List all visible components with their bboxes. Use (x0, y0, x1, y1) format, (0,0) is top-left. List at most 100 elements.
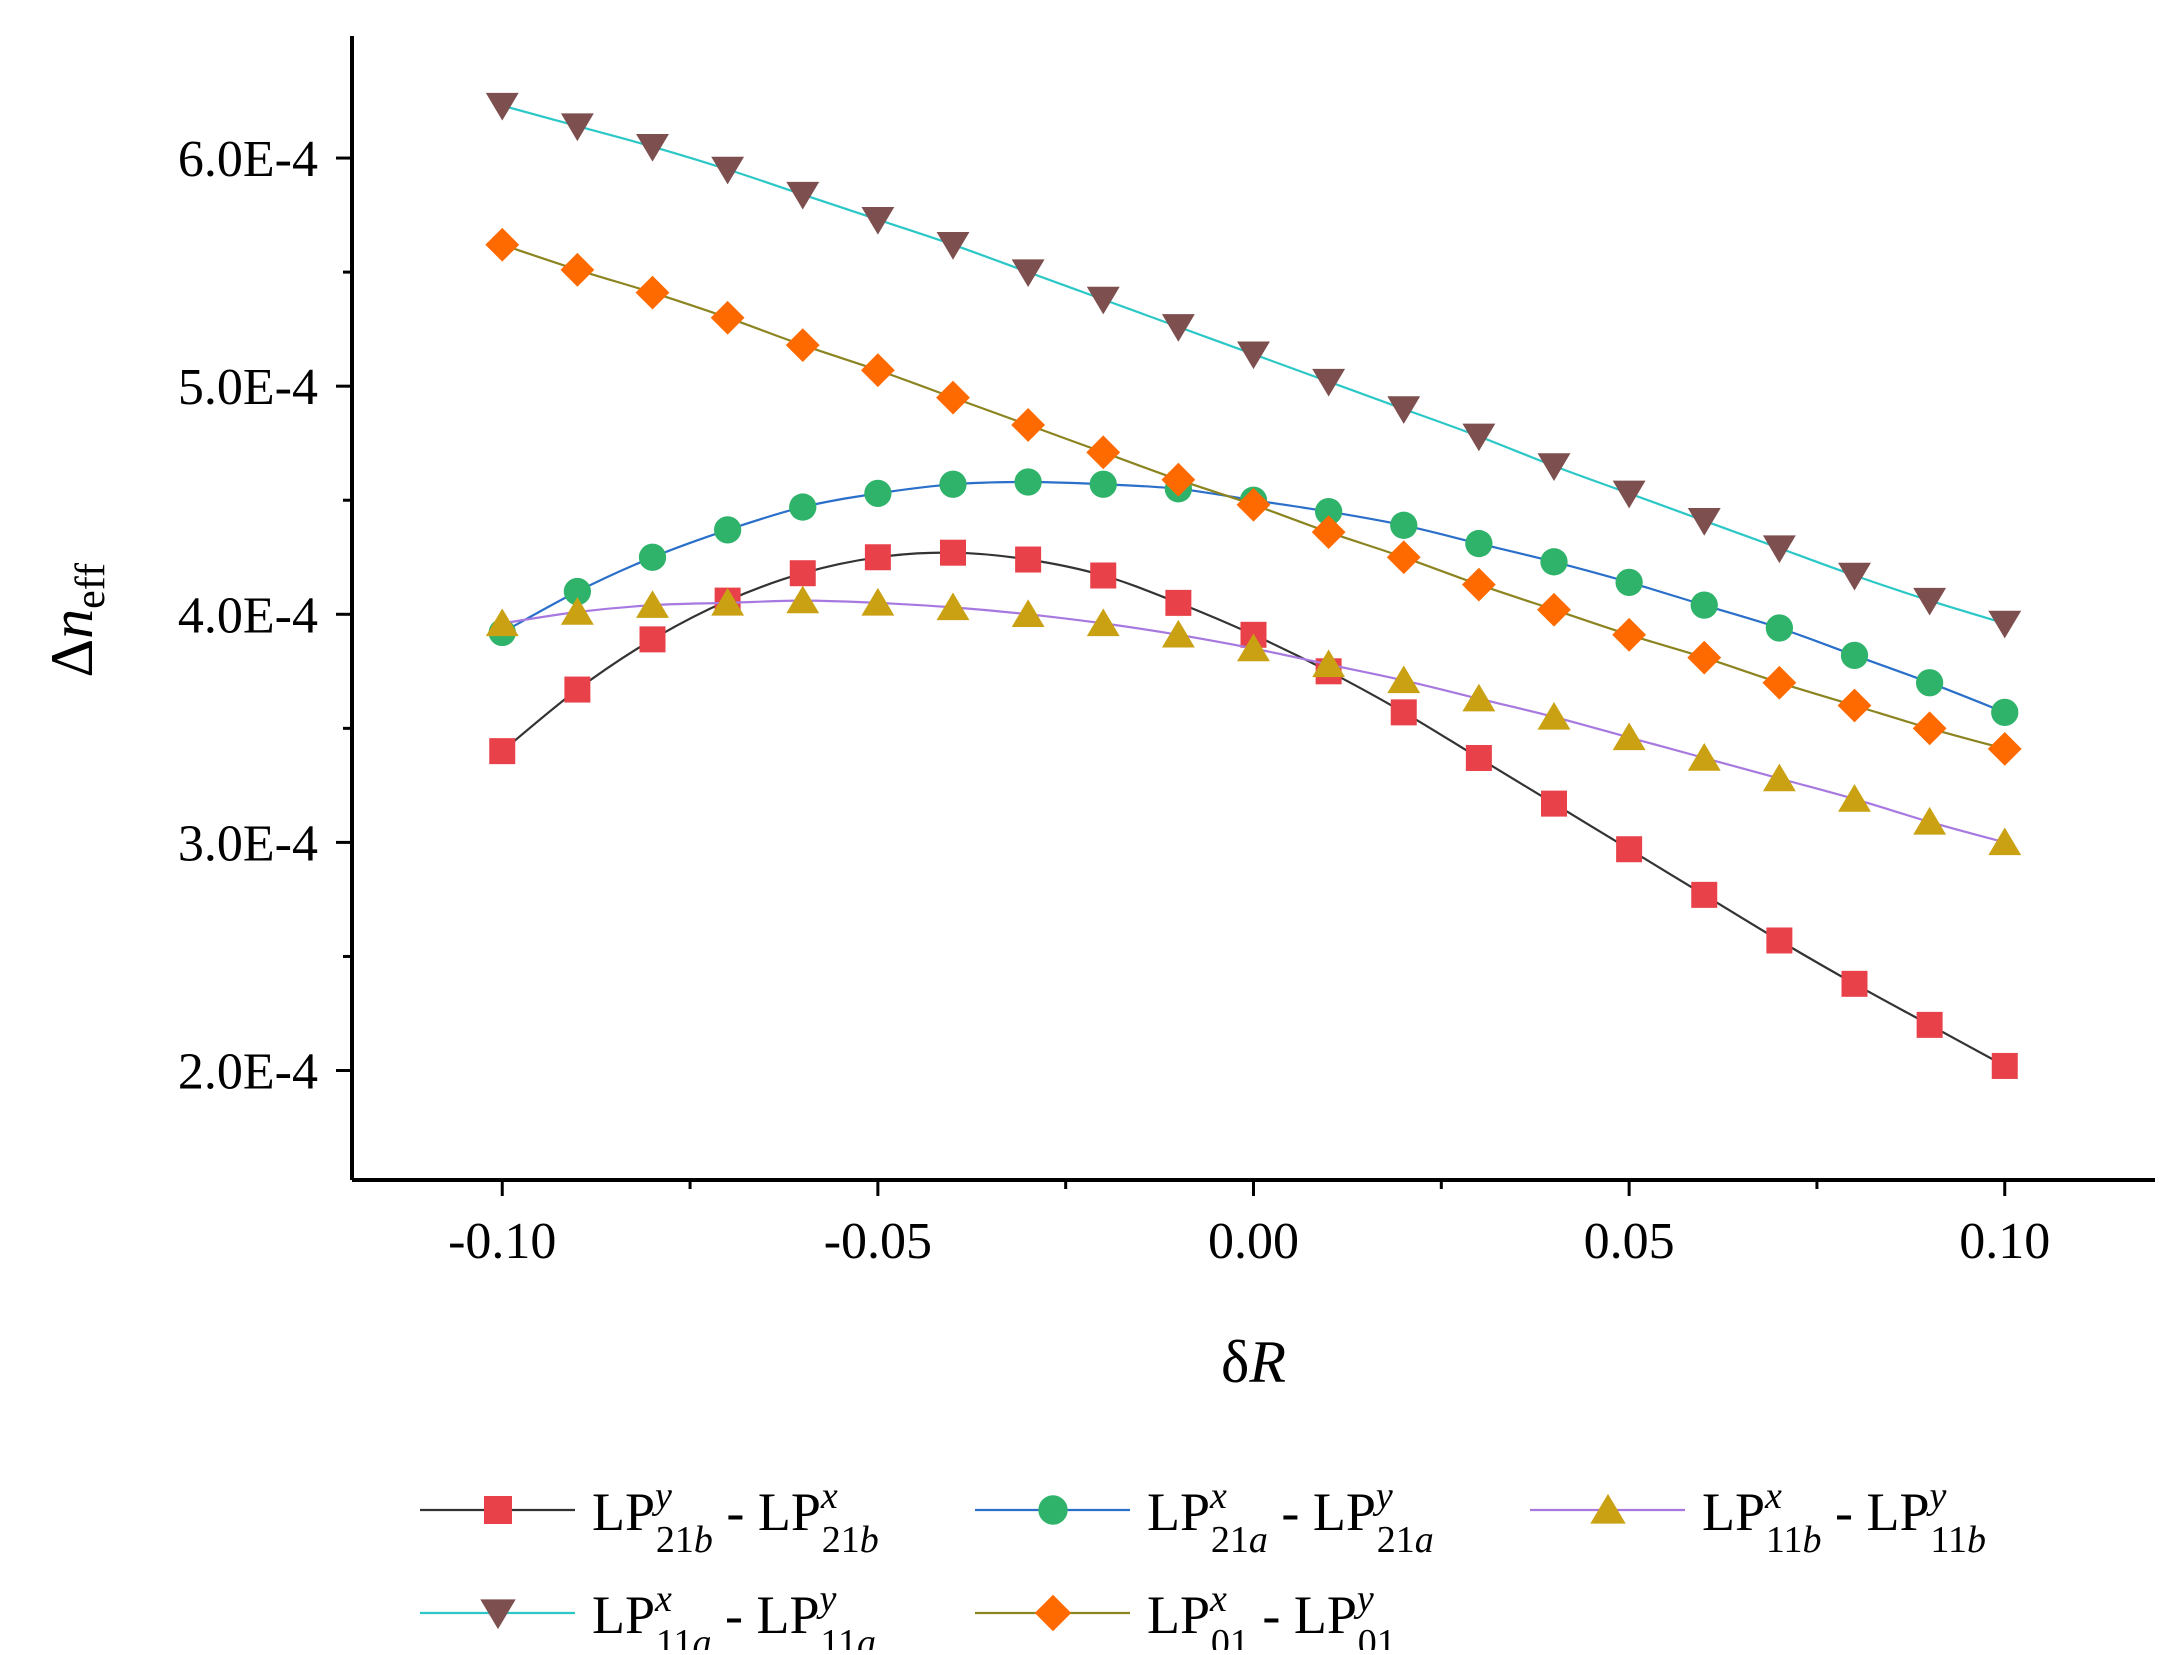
data-point (1465, 744, 1492, 771)
legend-sub-b-letter: b (1967, 1519, 1986, 1561)
series-4 (485, 227, 2022, 766)
data-point (1161, 314, 1195, 342)
data-point (1086, 286, 1120, 315)
y-axis-title-sub: eff (68, 563, 114, 609)
plot-series (485, 92, 2022, 1079)
legend-minus: - (1822, 1482, 1867, 1542)
data-point (936, 232, 970, 260)
data-point (1541, 790, 1567, 817)
data-point (1540, 548, 1568, 576)
data-point (789, 560, 816, 587)
legend-label: LPx 21a - LPy 21a (1147, 1475, 1434, 1561)
data-point (1537, 453, 1571, 481)
data-point (1762, 535, 1796, 564)
data-point (1612, 722, 1646, 751)
data-point (1089, 470, 1117, 498)
legend-marker (1034, 1594, 1072, 1632)
legend-sub-a-letter: b (694, 1519, 713, 1561)
data-point (1841, 970, 1868, 997)
legend-sup-a: y (651, 1475, 672, 1517)
legend-mode-b: LP (1866, 1482, 1929, 1542)
y-axis-title: Δneff (39, 563, 114, 677)
data-point (864, 544, 891, 571)
data-point (485, 608, 519, 637)
data-point (1311, 515, 1346, 550)
x-axis-title-delta: δ (1221, 1329, 1249, 1395)
data-point (1161, 462, 1196, 497)
series-3 (485, 92, 2022, 639)
legend-sub-b-letter: b (860, 1519, 879, 1561)
y-tick-label: 6.0E-4 (178, 131, 318, 188)
legend: LPy 21b - LPx 21b LPx 21a - LPy 21a LPx 11b - L… (420, 1475, 1986, 1655)
data-point (1838, 562, 1871, 591)
legend-sub-a-num: 11 (1766, 1519, 1803, 1561)
data-point (1912, 711, 1947, 746)
legend-sup-b: y (1926, 1475, 1947, 1517)
legend-sub-b-num: 11 (1930, 1519, 1967, 1561)
legend-minus: - (1249, 1585, 1294, 1645)
x-tick-label: 0.00 (1208, 1213, 1299, 1270)
data-point (1687, 743, 1721, 771)
y-tick-label: 5.0E-4 (178, 359, 318, 416)
data-point (1461, 567, 1496, 602)
data-point (1537, 592, 1571, 627)
data-point (1390, 699, 1417, 726)
data-point (639, 626, 666, 653)
data-point (1991, 1052, 2018, 1079)
data-point (1015, 546, 1042, 573)
data-point (1687, 508, 1721, 536)
legend-item-0: LPy 21b - LPx 21b (420, 1475, 879, 1561)
data-point (1537, 701, 1571, 730)
legend-item-3: LPx 11a - LPy 11a (420, 1578, 876, 1655)
legend-sup-b: x (820, 1475, 838, 1517)
data-point (485, 92, 519, 121)
data-point (1237, 633, 1270, 662)
data-point (635, 275, 670, 310)
series-2 (485, 585, 2022, 856)
legend-sup-a: x (654, 1578, 672, 1620)
legend-item-2: LPx 11b - LPy 11b (1530, 1475, 1986, 1561)
data-point (1387, 396, 1421, 424)
legend-sub-b-num: 21 (1377, 1519, 1415, 1561)
data-point (1390, 511, 1418, 539)
data-point (1837, 688, 1872, 723)
legend-marker (480, 1599, 516, 1630)
data-point (1086, 435, 1121, 470)
legend-minus: - (713, 1482, 758, 1542)
x-tick-label: -0.05 (824, 1213, 932, 1270)
data-point (1690, 591, 1718, 619)
data-point (1462, 683, 1496, 712)
legend-sub-b-letter: a (857, 1622, 876, 1650)
legend-sup-b: y (1372, 1475, 1393, 1517)
data-point (1913, 587, 1947, 616)
legend-sup-b: y (816, 1578, 837, 1620)
legend-item-1: LPx 21a - LPy 21a (975, 1475, 1434, 1561)
y-tick-label: 4.0E-4 (178, 587, 318, 644)
data-point (711, 587, 745, 616)
legend-label: LPx 11b - LPy 11b (1702, 1475, 1986, 1561)
data-point (1913, 806, 1947, 835)
x-axis-title: δR (1221, 1329, 1286, 1395)
legend-mode-b: LP (756, 1585, 819, 1645)
data-point (564, 676, 591, 703)
data-point (1312, 649, 1346, 678)
data-point (786, 181, 820, 210)
data-point (789, 493, 817, 521)
data-point (1386, 540, 1421, 575)
data-point (1014, 468, 1042, 496)
legend-mode-a: LP (1147, 1482, 1210, 1542)
data-point (1161, 619, 1195, 648)
data-point (711, 156, 745, 185)
data-point (1988, 610, 2022, 639)
data-point (1612, 617, 1647, 652)
data-point (1165, 589, 1192, 616)
legend-sup-a: x (1764, 1475, 1782, 1517)
data-point (636, 133, 669, 162)
data-point (1462, 423, 1496, 452)
data-point (785, 328, 820, 363)
legend-sub-a-letter: b (1803, 1519, 1822, 1561)
legend-label: LPx 11a - LPy 11a (592, 1578, 876, 1650)
legend-mode-b: LP (758, 1482, 821, 1542)
legend-marker (1590, 1493, 1626, 1524)
